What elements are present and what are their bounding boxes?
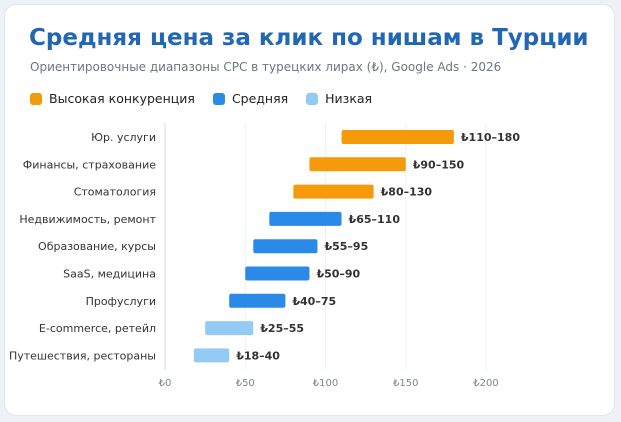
legend-swatch-low [306,92,319,105]
value-label: ₺65–110 [349,213,401,226]
chart-subtitle: Ориентировочные диапазоны CPC в турецких… [30,60,502,74]
value-label: ₺18–40 [236,349,280,362]
legend-label-low: Низкая [325,91,373,106]
legend-item-medium[interactable]: Средняя [212,91,289,106]
chart-title: Средняя цена за клик по нишам в Турции [29,25,589,51]
range-bar [269,211,342,226]
range-bar [193,348,230,363]
value-label: ₺55–95 [324,240,368,253]
range-bar [309,157,406,172]
value-label: ₺50–90 [316,268,360,281]
range-bar [205,321,254,336]
value-label: ₺25–55 [260,322,304,335]
legend-item-high[interactable]: Высокая конкуренция [30,91,195,106]
range-bar [245,266,310,281]
range-bar [341,130,454,144]
range-bar [229,293,286,308]
x-tick-label-200: ₺200 [473,378,498,389]
category-label: E-commerce, ретейл [39,322,156,335]
chart-card: Средняя цена за клик по нишам в Турции О… [4,4,615,416]
category-label: Стоматология [74,186,156,199]
range-bar [253,239,318,254]
x-tick-label-150: ₺150 [393,378,418,389]
x-tick-label-50: ₺50 [236,378,255,389]
value-label: ₺110–180 [461,131,520,144]
value-label: ₺80–130 [381,186,433,199]
legend-label-high: Высокая конкуренция [49,91,195,106]
category-label: Юр. услуги [91,131,156,144]
x-tick-label-0: ₺0 [159,378,172,389]
legend-label-medium: Средняя [231,91,289,106]
category-label: Образование, курсы [38,240,156,253]
category-label: Недвижимость, ремонт [19,213,156,226]
range-bar [293,184,374,199]
legend: Высокая конкуренция Средняя Низкая [30,91,372,106]
value-label: ₺40–75 [292,295,336,308]
chart-plot: ₺0 ₺50 ₺100 ₺150 ₺200 Юр. услуги ₺110–180 Финан… [9,123,520,389]
legend-swatch-medium [212,92,225,105]
category-label: Профуслуги [86,295,156,308]
category-label: Финансы, страхование [23,158,156,171]
legend-item-low[interactable]: Низкая [306,91,372,106]
x-tick-label-100: ₺100 [313,378,338,389]
category-label: SaaS, медицина [63,268,156,281]
category-label: Путешествия, рестораны [9,349,156,362]
legend-swatch-high [30,92,42,105]
value-label: ₺90–150 [413,158,465,171]
